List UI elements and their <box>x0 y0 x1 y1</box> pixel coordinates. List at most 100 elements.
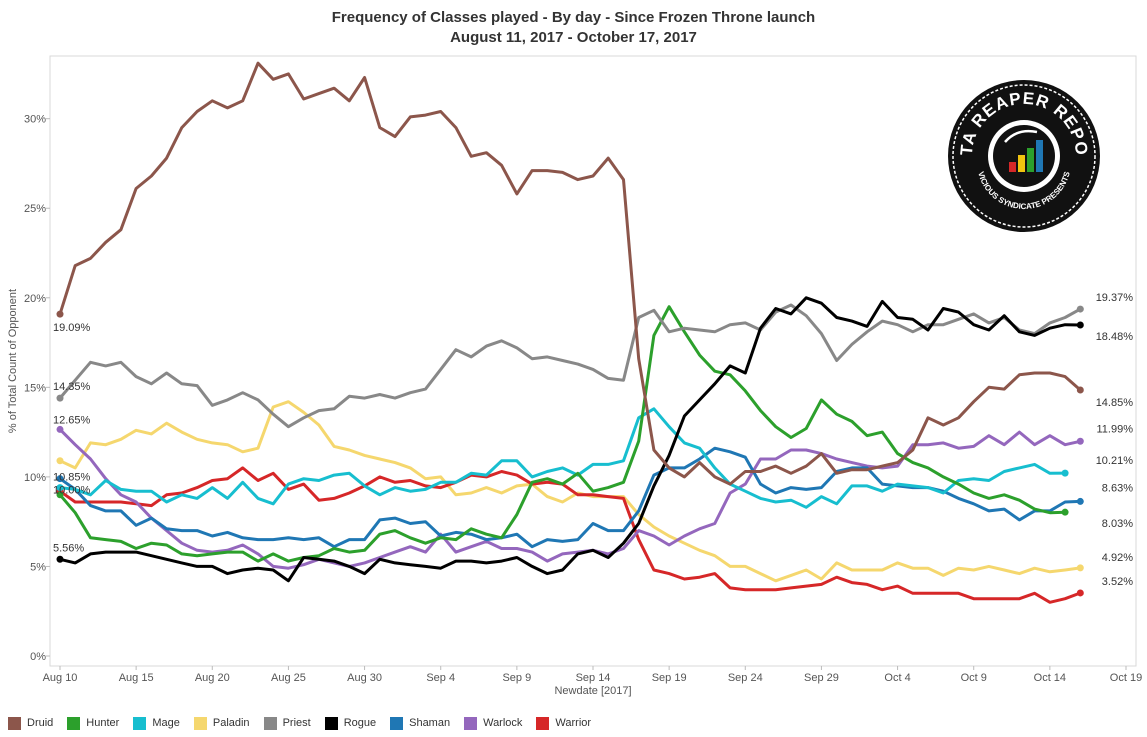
end-label-warlock: 11.99% <box>1097 423 1134 435</box>
series-end-point-rogue <box>1076 321 1084 329</box>
end-label-shaman: 8.63% <box>1102 482 1133 494</box>
legend-item-shaman: Shaman <box>390 716 451 730</box>
legend-item-mage: Mage <box>133 716 180 730</box>
series-end-point-warrior <box>1076 589 1084 597</box>
series-line-paladin <box>58 400 1082 583</box>
x-tick-label: Aug 25 <box>271 672 306 684</box>
series-start-point-rogue <box>56 555 64 563</box>
y-axis-title: % of Total Count of Opponent <box>7 289 19 433</box>
legend-label: Mage <box>152 717 180 729</box>
series-line-druid <box>58 61 1082 486</box>
series-end-point-shaman <box>1076 497 1084 505</box>
series-line-mage <box>58 407 1067 509</box>
legend-swatch <box>390 716 404 730</box>
x-tick-label: Sep 29 <box>804 672 839 684</box>
end-label-priest: 19.37% <box>1096 292 1134 304</box>
series-line-warlock <box>58 427 1082 570</box>
series-start-point-mage <box>56 484 64 492</box>
x-tick-label: Oct 19 <box>1110 672 1142 684</box>
series-start-point-paladin <box>56 457 64 465</box>
legend-item-paladin: Paladin <box>193 716 250 730</box>
legend-swatch <box>464 716 478 730</box>
chart-subtitle: August 11, 2017 - October 17, 2017 <box>450 29 697 46</box>
legend-label: Shaman <box>409 717 451 729</box>
legend-label: Warrior <box>555 717 592 729</box>
x-tick-label: Oct 14 <box>1034 672 1066 684</box>
y-tick-label: 10% <box>24 472 46 484</box>
y-tick-label: 15% <box>24 382 46 394</box>
series-start-point-druid <box>56 310 64 318</box>
series-end-point-druid <box>1076 386 1084 394</box>
legend-label: Hunter <box>86 717 120 729</box>
legend-item-priest: Priest <box>263 716 311 730</box>
end-label-rogue: 18.48% <box>1096 331 1134 343</box>
y-tick-label: 0% <box>30 651 46 663</box>
start-label-priest: 14.35% <box>53 381 91 393</box>
legend-label: Rogue <box>343 717 377 729</box>
series-line-hunter <box>58 305 1067 563</box>
chart-legend: Druid Hunter Mage Paladin Priest Rogue Shaman W… <box>8 714 605 732</box>
y-tick-label: 20% <box>24 293 46 305</box>
series-line-warrior <box>58 466 1082 604</box>
x-tick-label: Oct 4 <box>884 672 910 684</box>
x-tick-label: Aug 15 <box>119 672 154 684</box>
y-tick-label: 25% <box>24 203 46 215</box>
end-label-mage: 10.21% <box>1096 455 1134 467</box>
series-line-shaman <box>58 446 1082 549</box>
x-axis-title: Newdate [2017] <box>554 685 631 697</box>
legend-swatch <box>263 716 277 730</box>
legend-label: Priest <box>282 717 311 729</box>
series-start-point-shaman <box>56 475 64 483</box>
legend-label: Druid <box>27 717 54 729</box>
legend-item-warlock: Warlock <box>464 716 523 730</box>
x-tick-label: Sep 24 <box>728 672 763 684</box>
x-tick-label: Sep 4 <box>426 672 455 684</box>
legend-item-druid: Druid <box>8 716 54 730</box>
legend-swatch <box>324 716 338 730</box>
legend-swatch <box>133 716 147 730</box>
end-label-warrior: 3.52% <box>1102 576 1133 588</box>
chart-lines <box>56 61 1084 604</box>
start-label-druid: 19.09% <box>53 322 91 334</box>
legend-swatch <box>536 716 550 730</box>
start-label-mage: 10.85% <box>53 472 91 484</box>
series-start-point-warlock <box>56 425 64 433</box>
x-tick-label: Sep 14 <box>576 672 611 684</box>
legend-label: Warlock <box>483 717 523 729</box>
legend-swatch <box>67 716 81 730</box>
end-label-hunter: 8.03% <box>1102 518 1133 530</box>
start-label-rogue: 5.56% <box>53 542 84 554</box>
y-tick-label: 5% <box>30 561 46 573</box>
series-end-point-mage <box>1061 469 1069 477</box>
x-tick-label: Sep 19 <box>652 672 687 684</box>
legend-swatch <box>8 716 21 730</box>
end-label-paladin: 4.92% <box>1102 552 1133 564</box>
start-label-shaman: 10.00% <box>53 485 91 497</box>
series-end-point-warlock <box>1076 437 1084 445</box>
chart-axes: 0% 5% 10% 15% 20% 25% 30% Aug 10 Aug 15 Aug 20 Aug… <box>7 55 1142 697</box>
data-reaper-report-logo: DATA REAPER REPORT VICIOUS SYNDICATE PRE… <box>947 70 1100 232</box>
x-tick-label: Oct 9 <box>961 672 987 684</box>
y-tick-label: 30% <box>24 114 46 126</box>
legend-item-rogue: Rogue <box>324 716 377 730</box>
series-start-point-hunter <box>56 491 64 499</box>
series-start-point-priest <box>56 394 64 402</box>
start-label-warlock: 12.65% <box>53 414 91 426</box>
series-line-rogue <box>58 296 1082 583</box>
series-line-priest <box>58 303 1082 429</box>
series-end-point-paladin <box>1076 564 1084 572</box>
x-tick-label: Aug 20 <box>195 672 230 684</box>
series-end-point-priest <box>1076 305 1084 313</box>
x-tick-label: Aug 10 <box>43 672 78 684</box>
chart-data-labels: 19.09% 10.85% 14.35% 5.56% 10.00% 12.65% 8.03%… <box>53 292 1133 588</box>
series-end-point-hunter <box>1061 508 1069 516</box>
legend-label: Paladin <box>212 717 250 729</box>
x-tick-label: Sep 9 <box>502 672 531 684</box>
legend-swatch <box>193 716 207 730</box>
x-tick-label: Aug 30 <box>347 672 382 684</box>
chart-title: Frequency of Classes played - By day - S… <box>331 9 816 26</box>
legend-item-warrior: Warrior <box>536 716 592 730</box>
end-label-druid: 14.85% <box>1096 397 1134 409</box>
legend-item-hunter: Hunter <box>67 716 120 730</box>
